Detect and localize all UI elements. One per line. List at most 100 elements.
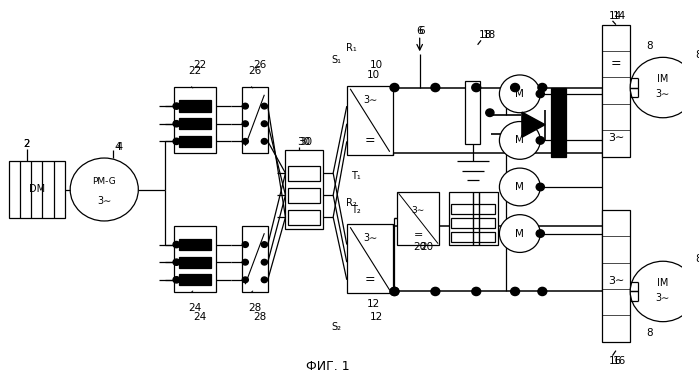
Text: 6: 6 xyxy=(417,26,423,36)
Text: 28: 28 xyxy=(253,312,266,322)
Bar xyxy=(174,226,216,292)
Bar xyxy=(285,150,323,229)
Circle shape xyxy=(472,83,481,92)
Text: 3∼: 3∼ xyxy=(412,207,425,215)
Text: =: = xyxy=(414,230,423,240)
Text: M: M xyxy=(515,182,524,192)
Circle shape xyxy=(243,138,248,144)
Circle shape xyxy=(472,287,481,296)
Bar xyxy=(179,274,210,285)
Text: 2: 2 xyxy=(24,139,30,149)
Text: 18: 18 xyxy=(483,30,496,40)
Text: 3∼: 3∼ xyxy=(656,89,670,99)
Bar xyxy=(466,81,480,144)
Circle shape xyxy=(538,287,547,296)
Text: 4: 4 xyxy=(115,142,121,152)
Circle shape xyxy=(511,287,519,296)
Bar xyxy=(179,136,210,147)
Text: 12: 12 xyxy=(370,312,383,322)
Circle shape xyxy=(499,168,540,206)
Text: 8: 8 xyxy=(646,328,653,338)
Text: 10: 10 xyxy=(367,70,380,80)
Text: 30: 30 xyxy=(299,137,312,147)
Text: 16: 16 xyxy=(613,356,626,366)
Text: =: = xyxy=(365,134,375,147)
Bar xyxy=(602,210,630,342)
Text: M: M xyxy=(515,229,524,238)
Bar xyxy=(451,232,495,242)
Circle shape xyxy=(243,121,248,127)
Circle shape xyxy=(173,241,180,248)
Circle shape xyxy=(499,215,540,252)
Bar xyxy=(287,210,320,225)
Bar xyxy=(179,118,210,129)
Circle shape xyxy=(538,83,547,92)
Text: 3∼: 3∼ xyxy=(363,95,377,105)
Circle shape xyxy=(243,259,248,265)
Circle shape xyxy=(243,103,248,109)
Polygon shape xyxy=(522,112,545,137)
Text: 12: 12 xyxy=(367,299,380,309)
Bar xyxy=(287,188,320,203)
Circle shape xyxy=(390,287,399,296)
Text: 22: 22 xyxy=(188,66,201,76)
Text: 3∼: 3∼ xyxy=(97,196,111,206)
Bar xyxy=(287,166,320,181)
Circle shape xyxy=(536,183,545,191)
Bar xyxy=(602,25,630,157)
Bar xyxy=(451,218,495,228)
Circle shape xyxy=(243,242,248,247)
Bar xyxy=(397,192,440,245)
Text: 30: 30 xyxy=(297,137,310,147)
Text: 3∼: 3∼ xyxy=(607,133,624,143)
Circle shape xyxy=(70,158,138,221)
Bar xyxy=(174,87,216,153)
Circle shape xyxy=(390,287,399,296)
Circle shape xyxy=(261,138,268,144)
Text: S₂: S₂ xyxy=(331,322,341,332)
Text: 3∼: 3∼ xyxy=(607,276,624,286)
Circle shape xyxy=(390,83,399,92)
Circle shape xyxy=(261,242,268,247)
Bar xyxy=(242,226,268,292)
Circle shape xyxy=(173,277,180,283)
Circle shape xyxy=(536,230,545,237)
Text: 3∼: 3∼ xyxy=(363,233,377,243)
Circle shape xyxy=(261,259,268,265)
Text: 16: 16 xyxy=(610,356,623,366)
Text: IM: IM xyxy=(657,278,669,288)
Circle shape xyxy=(630,57,696,118)
Circle shape xyxy=(499,122,540,159)
Text: 10: 10 xyxy=(370,60,383,70)
Bar xyxy=(449,192,498,245)
Bar xyxy=(179,100,210,112)
Text: 8: 8 xyxy=(695,50,699,60)
Circle shape xyxy=(261,121,268,127)
Text: 14: 14 xyxy=(610,11,623,22)
Bar xyxy=(347,86,393,155)
Text: 8: 8 xyxy=(695,254,699,264)
Circle shape xyxy=(630,261,696,322)
Circle shape xyxy=(261,277,268,283)
Bar xyxy=(179,239,210,250)
Circle shape xyxy=(431,83,440,92)
Circle shape xyxy=(431,287,440,296)
Text: 26: 26 xyxy=(253,60,266,70)
Text: IM: IM xyxy=(657,74,669,84)
Bar xyxy=(552,88,566,157)
Bar xyxy=(9,161,65,218)
Text: 24: 24 xyxy=(188,303,201,313)
Circle shape xyxy=(243,277,248,283)
Text: PM-G: PM-G xyxy=(92,177,116,186)
Text: M: M xyxy=(515,89,524,99)
Text: 24: 24 xyxy=(193,312,206,322)
Text: 8: 8 xyxy=(646,41,653,51)
Text: T₁: T₁ xyxy=(352,171,361,181)
Text: 18: 18 xyxy=(479,30,492,40)
Bar xyxy=(242,87,268,153)
Circle shape xyxy=(499,75,540,113)
Text: R₂: R₂ xyxy=(346,198,357,208)
Bar xyxy=(179,257,210,268)
Text: 14: 14 xyxy=(613,11,626,22)
Text: 28: 28 xyxy=(248,303,261,313)
